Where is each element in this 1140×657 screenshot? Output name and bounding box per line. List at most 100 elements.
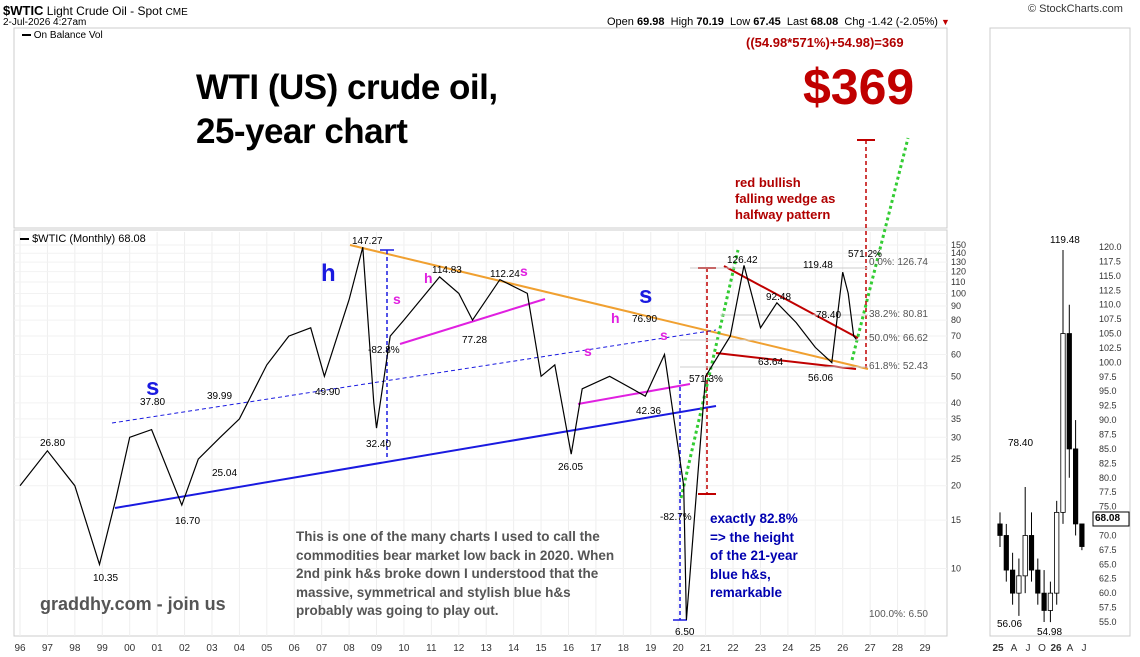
x-tick-label: 00 [124, 643, 136, 654]
x-tick-label: 07 [316, 643, 328, 654]
pct-label: -82.7% [660, 512, 692, 523]
y-tick-label: 35 [951, 414, 961, 424]
x-tick-label: 28 [892, 643, 904, 654]
last-label: Last [786, 16, 808, 28]
mini-y-tick-label: 117.5 [1099, 256, 1121, 266]
y-tick-label: 70 [951, 331, 961, 341]
mini-y-tick-label: 102.5 [1099, 343, 1122, 353]
mini-price-label: 78.40 [1008, 438, 1034, 449]
line-chart-icon [20, 238, 29, 241]
y-tick-label: 110 [951, 277, 965, 287]
price-label: 112.24 [490, 269, 520, 280]
pattern-label: s [639, 282, 653, 309]
chart-symbol-header: $WTIC Light Crude Oil - Spot CME [3, 3, 188, 18]
price-label: 32.40 [366, 439, 392, 450]
x-tick-label: 24 [782, 643, 794, 654]
price-panel-label: $WTIC (Monthly) 68.08 [20, 233, 146, 245]
x-tick-label: 19 [645, 643, 657, 654]
mini-panel-frame [989, 27, 1131, 637]
y-tick-label: 150 [951, 240, 966, 250]
fib-label: 100.0%: 6.50 [869, 609, 928, 620]
blue-note-line: blue h&s, [710, 566, 771, 582]
note-line: 2nd pink h&s broke down I understood tha… [296, 566, 599, 581]
mini-y-tick-label: 100.0 [1099, 357, 1122, 367]
last-price-box [1092, 511, 1130, 527]
price-label: 6.50 [675, 627, 695, 638]
mini-y-tick-label: 90.0 [1099, 415, 1117, 425]
blue-note-line: => the height [710, 529, 795, 545]
brand-watermark[interactable]: graddhy.com - join us [40, 594, 226, 614]
red-wedge-lower [715, 352, 857, 370]
price-label: 92.48 [766, 292, 792, 303]
chart-date: 2-Jul-2026 4:27am [3, 17, 87, 28]
obv-label: On Balance Vol [22, 30, 103, 41]
x-tick-label: 03 [206, 643, 218, 654]
pattern-label: s [146, 374, 160, 401]
mini-y-tick-label: 55.0 [1099, 617, 1117, 627]
mini-candle-body [1022, 535, 1028, 577]
x-tick-label: 10 [398, 643, 410, 654]
price-label: 16.70 [175, 516, 201, 527]
mini-y-tick-label: 105.0 [1099, 329, 1122, 339]
x-tick-label: 02 [179, 643, 191, 654]
price-label: 126.42 [727, 255, 758, 266]
mini-y-tick-label: 57.5 [1099, 603, 1117, 613]
obv-line-icon [22, 34, 31, 37]
mini-x-tick-label: 25 [992, 643, 1004, 654]
x-tick-label: 11 [426, 643, 437, 654]
pattern-label: h [611, 310, 620, 326]
blue-note-line: exactly 82.8% [710, 511, 798, 526]
mini-y-tick-label: 112.5 [1099, 285, 1121, 295]
mini-y-tick-label: 67.5 [1099, 545, 1117, 555]
wedge-line-2: falling wedge as [735, 191, 836, 206]
green-arrow-right [850, 137, 910, 361]
y-tick-label: 40 [951, 398, 961, 408]
x-tick-label: 14 [508, 643, 520, 654]
price-label: 10.35 [93, 573, 119, 584]
mini-candle-body [1028, 535, 1035, 571]
price-label: 63.64 [758, 357, 784, 368]
x-tick-label: 13 [481, 643, 493, 654]
pattern-label: s [520, 263, 528, 279]
fib-label: 50.0%: 66.62 [869, 333, 928, 344]
open-value: 69.98 [636, 16, 665, 28]
price-label: 37.80 [140, 397, 166, 408]
y-tick-label: 30 [951, 432, 961, 442]
green-arrow-left [679, 249, 740, 499]
mini-y-tick-label: 97.5 [1099, 372, 1117, 382]
x-tick-label: 22 [727, 643, 739, 654]
mini-candle-body [1041, 592, 1047, 611]
wedge-line-1: red bullish [735, 175, 801, 190]
mini-candle-body [997, 523, 1003, 536]
mini-candle-body [1010, 569, 1016, 594]
mini-candle-body [1060, 333, 1066, 513]
title-line-1: WTI (US) crude oil, [196, 68, 498, 107]
x-tick-label: 17 [590, 643, 602, 654]
mini-candle-body [1003, 535, 1009, 571]
x-tick-label: 99 [97, 643, 109, 654]
mini-y-tick-label: 95.0 [1099, 386, 1117, 396]
panel-label-text: $WTIC (Monthly) 68.08 [32, 233, 146, 245]
mini-y-tick-label: 80.0 [1099, 473, 1117, 483]
price-label: 147.27 [352, 236, 383, 247]
target-formula: ((54.98*571%)+54.98)=369 [746, 35, 904, 50]
x-tick-label: 20 [673, 643, 685, 654]
mini-last-price: 68.08 [1095, 513, 1121, 524]
mini-candle-body [1066, 333, 1072, 450]
x-axis-ticks: 96 97 98 99 00 01 02 03 04 05 06 07 08 09 10 11 12 13 14 15… [14, 643, 931, 654]
blue-neckline [114, 405, 717, 509]
y-tick-label: 25 [951, 454, 961, 464]
mini-x-tick-label: 26 [1050, 643, 1062, 654]
mini-x-tick-label: O [1038, 643, 1046, 654]
pattern-label: s [584, 343, 592, 359]
price-label: 39.99 [207, 391, 233, 402]
mini-price-label: 56.06 [997, 619, 1023, 630]
price-label: 42.36 [636, 406, 662, 417]
x-tick-label: 18 [618, 643, 630, 654]
pattern-label: h [424, 270, 433, 286]
price-label: 76.90 [632, 314, 658, 325]
y-tick-label: 60 [951, 349, 961, 359]
y-tick-label: 50 [951, 371, 961, 381]
